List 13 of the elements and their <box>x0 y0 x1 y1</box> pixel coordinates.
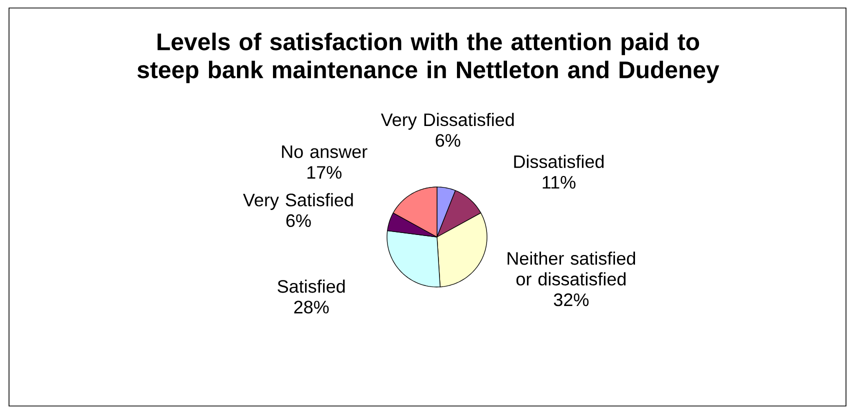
slice-label: Dissatisfied <box>514 154 604 168</box>
slice-label: Very Satisfied <box>243 193 353 210</box>
data-label: 32% <box>554 293 589 306</box>
slice-label: No answer <box>282 146 368 158</box>
chart-title: Levels of satisfaction with the attention paid to steep bank maintenance in Nettleton and Dudeney <box>137 32 720 84</box>
slice-label: Satisfied <box>278 280 345 293</box>
data-label: 17% <box>307 166 342 179</box>
slice-label: Neither satisfied or dissatisfied <box>508 252 636 286</box>
data-label: 28% <box>294 300 329 314</box>
data-label: 6% <box>286 214 311 228</box>
data-label: 11% <box>542 176 576 189</box>
slice-label: Very Dissatisfied <box>380 112 514 130</box>
data-label: 6% <box>436 134 460 147</box>
